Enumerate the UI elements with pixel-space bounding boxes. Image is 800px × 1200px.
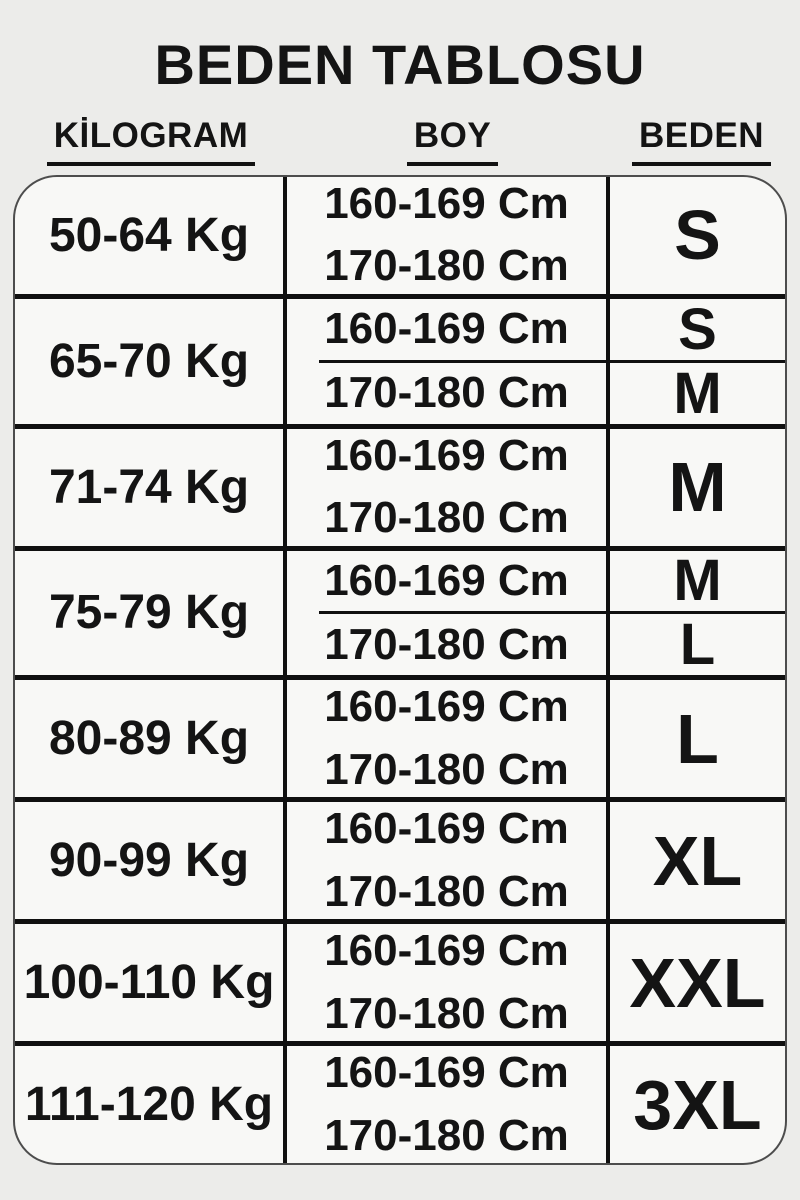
size-cell: M [668, 448, 727, 527]
table-row: 65-70 Kg 160-169 Cm S 170-180 Cm M [15, 296, 785, 426]
height-size-group: 160-169 Cm 170-180 Cm 3XL [287, 1046, 785, 1163]
table-row: 71-74 Kg 160-169 Cm 170-180 Cm M [15, 428, 785, 546]
height-size-entry: 170-180 Cm L [287, 612, 785, 678]
height-cell: 160-169 Cm [287, 298, 610, 360]
height-line: 170-180 Cm [324, 1110, 569, 1160]
height-size-entry: 160-169 Cm 170-180 Cm XXL [287, 924, 785, 1042]
height-size-entry: 160-169 Cm 170-180 Cm M [287, 428, 785, 546]
row-divider [15, 545, 785, 551]
height-line: 170-180 Cm [324, 866, 569, 916]
row-divider [15, 675, 785, 681]
size-cell: 3XL [633, 1065, 762, 1144]
entry-divider [319, 611, 785, 615]
size-table-body: 50-64 Kg 160-169 Cm 170-180 Cm S 65-70 Kg 160… [15, 177, 785, 1163]
height-cell: 160-169 Cm 170-180 Cm [287, 680, 610, 798]
size-cell: XL [652, 821, 743, 900]
kilogram-cell: 50-64 Kg [15, 177, 287, 294]
table-row: 100-110 Kg 160-169 Cm 170-180 Cm XXL [15, 924, 785, 1042]
entry-divider [319, 359, 785, 363]
header-kilogram: KİLOGRAM [46, 116, 256, 166]
height-line: 170-180 Cm [324, 744, 569, 794]
height-cell: 170-180 Cm [287, 614, 610, 676]
height-line: 170-180 Cm [324, 493, 569, 543]
height-line: 160-169 Cm [324, 926, 569, 976]
height-size-entry: 160-169 Cm 170-180 Cm L [287, 680, 785, 798]
table-row: 50-64 Kg 160-169 Cm 170-180 Cm S [15, 177, 785, 294]
table-row: 90-99 Kg 160-169 Cm 170-180 Cm XL [15, 802, 785, 920]
height-line: 160-169 Cm [324, 555, 569, 605]
height-size-group: 160-169 Cm M 170-180 Cm L [287, 548, 785, 678]
size-table: 50-64 Kg 160-169 Cm 170-180 Cm S 65-70 Kg 160… [13, 175, 787, 1165]
height-line: 160-169 Cm [324, 430, 569, 480]
height-line: 160-169 Cm [324, 682, 569, 732]
size-cell: S [674, 196, 721, 275]
height-line: 160-169 Cm [324, 1048, 569, 1098]
kilogram-cell: 90-99 Kg [15, 802, 287, 920]
row-divider [15, 423, 785, 429]
size-cell: L [676, 699, 719, 778]
height-cell: 160-169 Cm 170-180 Cm [287, 177, 610, 294]
header-col-beden: BEDEN [616, 116, 787, 166]
height-size-group: 160-169 Cm 170-180 Cm XL [287, 802, 785, 920]
size-cell: XXL [629, 943, 766, 1022]
height-size-entry: 160-169 Cm 170-180 Cm 3XL [287, 1046, 785, 1163]
table-headers: KİLOGRAM BOY BEDEN [13, 116, 787, 166]
height-cell: 160-169 Cm 170-180 Cm [287, 802, 610, 920]
height-size-group: 160-169 Cm 170-180 Cm M [287, 428, 785, 546]
row-divider [15, 797, 785, 803]
page-title: BEDEN TABLOSU [154, 33, 646, 96]
header-boy: BOY [406, 116, 499, 166]
height-line: 170-180 Cm [324, 988, 569, 1038]
height-size-entry: 160-169 Cm S [287, 296, 785, 362]
height-line: 160-169 Cm [324, 179, 569, 228]
height-size-group: 160-169 Cm 170-180 Cm S [287, 177, 785, 294]
row-divider [15, 1041, 785, 1047]
kilogram-cell: 80-89 Kg [15, 680, 287, 798]
height-cell: 160-169 Cm [287, 550, 610, 612]
header-col-kilogram: KİLOGRAM [13, 116, 289, 166]
height-cell: 170-180 Cm [287, 362, 610, 424]
height-size-entry: 160-169 Cm M [287, 548, 785, 614]
height-cell: 160-169 Cm 170-180 Cm [287, 428, 610, 546]
table-row: 80-89 Kg 160-169 Cm 170-180 Cm L [15, 680, 785, 798]
height-line: 170-180 Cm [324, 367, 569, 417]
header-beden: BEDEN [631, 116, 772, 166]
height-size-group: 160-169 Cm S 170-180 Cm M [287, 296, 785, 426]
table-row: 75-79 Kg 160-169 Cm M 170-180 Cm L [15, 548, 785, 678]
table-row: 111-120 Kg 160-169 Cm 170-180 Cm 3XL [15, 1046, 785, 1163]
size-cell: M [673, 548, 722, 614]
row-divider [15, 919, 785, 925]
height-size-group: 160-169 Cm 170-180 Cm L [287, 680, 785, 798]
height-cell: 160-169 Cm 170-180 Cm [287, 1046, 610, 1163]
height-size-group: 160-169 Cm 170-180 Cm XXL [287, 924, 785, 1042]
kilogram-cell: 71-74 Kg [15, 428, 287, 546]
row-divider [15, 293, 785, 299]
header-col-boy: BOY [289, 116, 616, 166]
size-cell: L [679, 612, 716, 678]
size-cell: M [673, 360, 722, 426]
height-line: 160-169 Cm [324, 304, 569, 354]
kilogram-cell: 100-110 Kg [15, 924, 287, 1042]
kilogram-cell: 65-70 Kg [15, 298, 287, 424]
height-line: 170-180 Cm [324, 619, 569, 669]
kilogram-cell: 111-120 Kg [15, 1046, 287, 1163]
height-size-entry: 160-169 Cm 170-180 Cm S [287, 177, 785, 294]
height-size-entry: 160-169 Cm 170-180 Cm XL [287, 802, 785, 920]
height-line: 160-169 Cm [324, 804, 569, 854]
size-cell: S [678, 296, 717, 362]
kilogram-cell: 75-79 Kg [15, 550, 287, 676]
height-size-entry: 170-180 Cm M [287, 360, 785, 426]
height-line: 170-180 Cm [324, 241, 569, 291]
height-cell: 160-169 Cm 170-180 Cm [287, 924, 610, 1042]
